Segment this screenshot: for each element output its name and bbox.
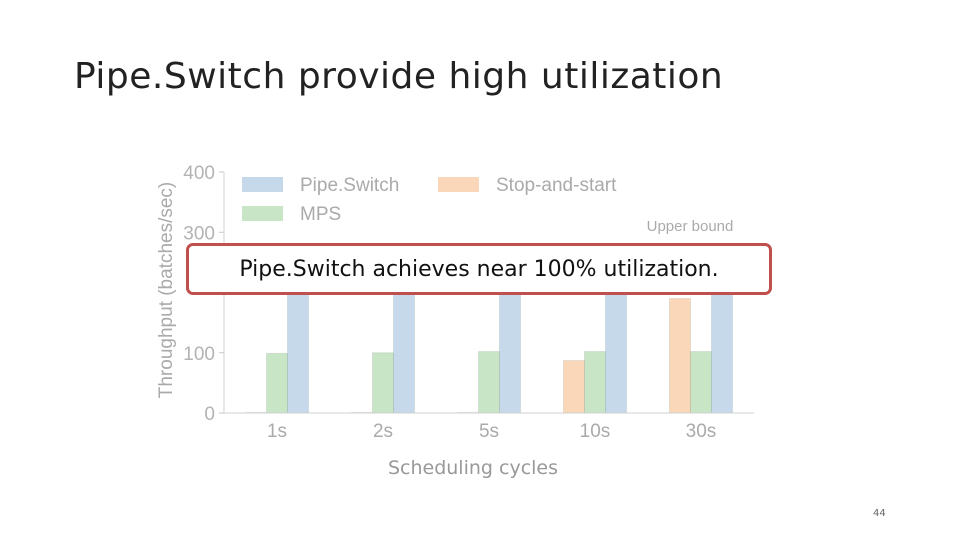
bar-pipe-switch-5s [499,292,521,414]
y-axis-label: Throughput (batches/sec) [156,182,177,399]
bar-mps-5s [478,351,500,414]
x-axis-label: Scheduling cycles [388,457,558,479]
bar-mps-2s [372,352,394,414]
legend-swatch-stop-and-start [438,177,479,192]
utilization-callout: Pipe.Switch achieves near 100% utilizati… [186,243,772,295]
legend: Pipe.Switch Stop-and-start MPS [242,175,617,225]
x-tick-label: 1s [267,421,287,442]
bar-stop-and-start-30s [669,298,691,414]
y-tick-label: 0 [204,404,215,425]
upper-bound-annotation: Upper bound [647,218,734,235]
y-tick-label: 100 [183,344,215,365]
x-tick-label: 30s [686,421,717,442]
bar-mps-10s [584,351,606,414]
slide-title: Pipe.Switch provide high utilization [74,56,724,97]
x-tick-label: 5s [479,421,499,442]
legend-swatch-pipe-switch [242,177,283,192]
bar-pipe-switch-1s [287,292,309,414]
bar-mps-30s [690,351,712,414]
x-tick-label: 10s [580,421,611,442]
axes-group: 0 100 300 400 1s 2s 5s 10s 30s [183,163,754,442]
legend-label-pipe-switch: Pipe.Switch [300,175,399,196]
x-tick-label: 2s [373,421,393,442]
bar-pipe-switch-2s [393,292,415,414]
y-tick-label: 300 [183,223,215,244]
page-number: 44 [873,508,886,519]
legend-label-stop-and-start: Stop-and-start [496,175,617,196]
bars-group [245,292,733,414]
bar-mps-1s [266,352,288,414]
y-tick-label: 400 [183,163,215,184]
bar-pipe-switch-10s [605,292,627,414]
legend-swatch-mps [242,206,283,221]
bar-pipe-switch-30s [711,292,733,414]
bar-stop-and-start-10s [563,360,585,414]
legend-label-mps: MPS [300,204,341,225]
